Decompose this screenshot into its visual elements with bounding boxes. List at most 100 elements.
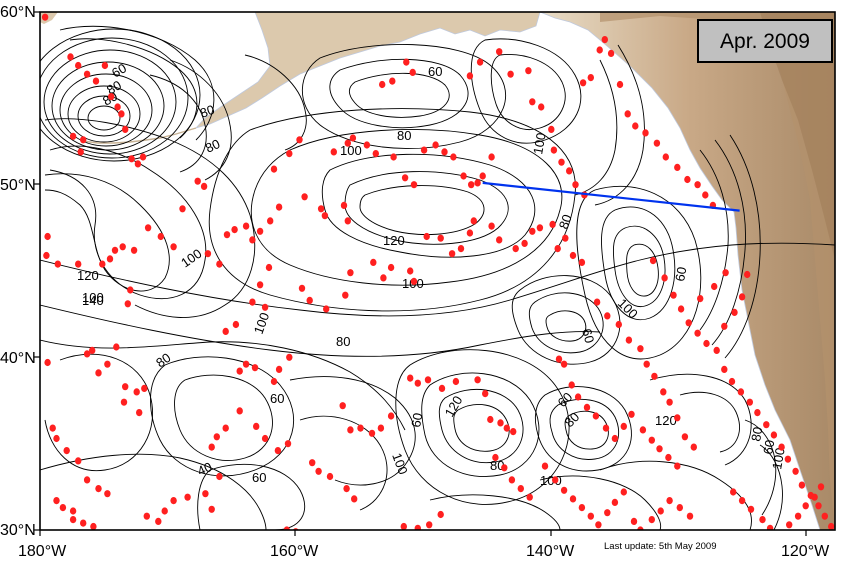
float-marker	[496, 48, 503, 56]
float-marker	[253, 422, 260, 430]
float-marker	[95, 369, 102, 377]
float-marker	[223, 231, 231, 239]
mountain-shading	[760, 12, 835, 260]
float-marker	[738, 497, 746, 505]
float-marker	[702, 191, 709, 199]
float-marker	[326, 472, 334, 481]
float-marker	[101, 61, 109, 70]
float-marker	[596, 46, 603, 54]
float-marker	[95, 485, 102, 493]
contour-label: 60	[408, 412, 425, 429]
float-marker	[746, 398, 753, 406]
float-marker	[111, 246, 119, 254]
float-marker	[550, 146, 558, 154]
float-marker	[437, 234, 444, 242]
float-marker	[595, 521, 602, 529]
aleutian-chain	[81, 127, 197, 144]
float-marker	[80, 136, 87, 144]
float-marker	[529, 98, 536, 106]
section-line	[482, 181, 740, 212]
float-marker	[794, 512, 802, 520]
float-marker	[548, 125, 555, 133]
lon-label-120w: 120°W	[781, 543, 830, 560]
float-marker	[216, 260, 223, 268]
float-marker	[474, 179, 481, 187]
float-marker	[560, 486, 568, 494]
float-marker	[309, 459, 316, 467]
float-marker	[202, 490, 209, 498]
contour-label: 100	[769, 447, 788, 471]
float-marker	[80, 519, 87, 527]
float-marker	[208, 505, 215, 513]
plot-frame	[39, 11, 836, 531]
float-marker	[161, 507, 168, 515]
float-marker	[124, 300, 131, 308]
float-marker	[802, 502, 809, 510]
float-marker	[274, 447, 282, 455]
float-marker	[387, 412, 395, 420]
contour-label: 80	[203, 136, 222, 156]
contour-label: 100	[82, 290, 104, 305]
float-marker	[363, 141, 371, 149]
float-marker	[347, 426, 354, 434]
float-marker	[492, 453, 499, 462]
float-marker	[270, 165, 278, 173]
float-marker	[798, 481, 806, 489]
float-marker	[730, 488, 737, 496]
float-marker	[711, 282, 718, 291]
float-marker	[821, 512, 828, 520]
float-marker	[232, 320, 240, 329]
contour-label: 120	[383, 233, 405, 248]
float-marker	[414, 379, 421, 387]
float-marker	[357, 533, 363, 540]
float-marker	[625, 336, 633, 344]
float-marker	[370, 258, 377, 266]
float-marker	[301, 193, 308, 201]
contour-label: 120	[77, 268, 99, 283]
float-marker	[616, 80, 624, 89]
float-marker	[410, 277, 418, 285]
float-marker	[501, 464, 508, 472]
lon-label-140w: 140°W	[526, 543, 575, 560]
float-marker	[54, 260, 61, 268]
float-marker	[754, 409, 761, 417]
float-marker	[759, 516, 766, 524]
float-marker	[737, 388, 745, 396]
float-marker	[251, 364, 259, 372]
float-marker	[666, 398, 673, 406]
float-marker	[674, 414, 681, 422]
contour-label: 60	[252, 470, 266, 485]
float-marker	[685, 319, 692, 327]
float-marker	[578, 258, 586, 266]
float-marker	[321, 212, 329, 220]
float-marker	[242, 360, 250, 368]
float-marker	[170, 243, 177, 251]
float-marker	[441, 148, 448, 156]
float-marker	[653, 139, 661, 147]
float-marker	[744, 270, 751, 279]
contour-label: 80	[397, 128, 411, 143]
float-marker	[368, 429, 376, 437]
float-marker	[632, 122, 639, 130]
float-marker	[270, 377, 278, 386]
float-marker	[222, 424, 229, 432]
float-marker	[372, 150, 379, 158]
float-marker	[380, 274, 387, 282]
float-marker	[721, 365, 728, 373]
float-marker	[656, 445, 663, 453]
float-marker	[401, 174, 409, 182]
float-marker	[194, 177, 201, 185]
float-marker	[407, 374, 414, 382]
float-marker	[674, 462, 681, 470]
float-marker	[90, 522, 97, 530]
float-marker	[676, 504, 683, 512]
float-marker	[133, 388, 140, 396]
float-marker	[432, 141, 439, 149]
float-marker	[637, 345, 644, 353]
float-marker	[587, 74, 594, 82]
float-marker	[286, 150, 293, 158]
float-marker	[497, 419, 504, 427]
float-marker	[721, 322, 728, 330]
float-marker	[607, 49, 615, 58]
float-marker	[512, 245, 519, 253]
